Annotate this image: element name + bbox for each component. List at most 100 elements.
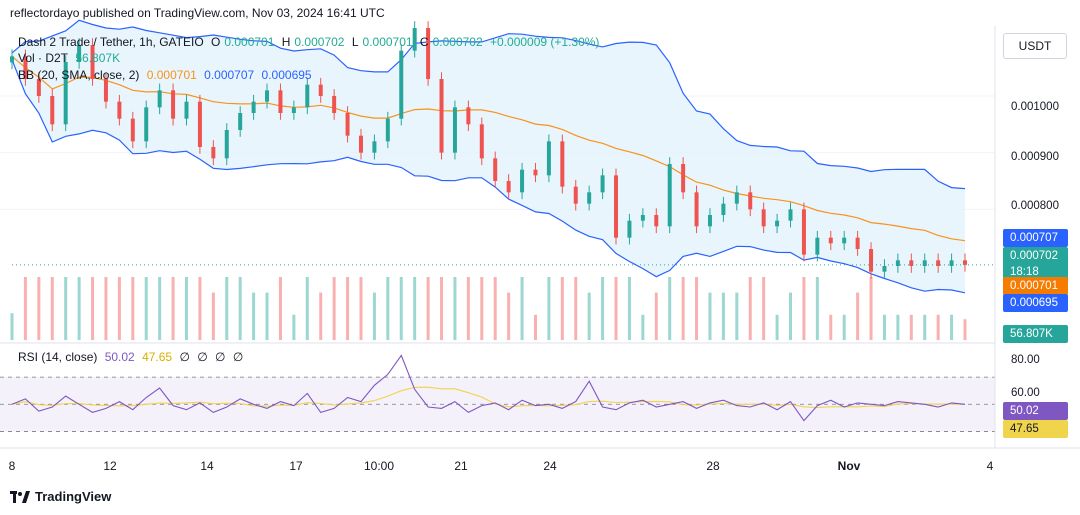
candle [533,162,538,183]
candle [36,72,41,103]
volume-bar [480,277,484,340]
volume-bar [131,277,135,340]
rsi-label[interactable]: RSI (14, close) [18,350,98,364]
bollinger-upper-line [11,19,966,190]
candle [560,134,565,194]
price-tick: 0.000900 [1011,151,1059,163]
candle [922,253,927,273]
brand-name: TradingView [35,489,112,504]
candle [520,162,525,200]
volume-bar [574,277,578,340]
candle-body [466,107,471,125]
time-tick: 10:00 [363,459,395,473]
candle-body [694,192,699,227]
candle [855,230,860,256]
candle [412,21,417,58]
candle-body [573,186,578,204]
candle-body [130,118,135,142]
volume-bar [789,292,793,340]
volume-bar [332,277,336,340]
bollinger-basis-line [11,55,966,242]
candle [332,89,337,120]
candle [694,185,699,234]
candle [130,111,135,149]
volume-bar [869,277,873,340]
candle-body [600,175,605,193]
candle [399,43,404,126]
candle [587,185,592,211]
volume-bar [909,314,913,340]
rsi-ma-tag: 47.65 [1003,420,1068,438]
close-value: 0.000702 [432,35,483,49]
volume-bar [560,277,564,340]
candle [614,168,619,245]
candle [144,100,149,149]
open-value: 0.000701 [224,35,275,49]
volume-bar [346,277,350,340]
symbol-label[interactable]: Dash 2 Trade / Tether, 1h, GATEIO [18,35,204,49]
bollinger-lower-line [11,59,966,294]
rsi-empty-1: ∅ [179,350,190,364]
candle-body [681,164,686,193]
candle-body [426,28,431,79]
candle [385,111,390,149]
volume-bar [104,277,108,340]
currency-button[interactable]: USDT [1003,33,1067,59]
volume-bar [466,277,470,340]
candle-body [452,107,457,153]
last-price-tag: 0.000702 [1003,247,1068,265]
candle-body [815,237,820,255]
candle [949,253,954,273]
volume-bar [50,277,54,340]
rsi-pane [0,354,995,432]
volume-bar [305,277,309,340]
candle-body [358,135,363,153]
volume-label[interactable]: Vol · D2T [18,51,69,65]
volume-bar [37,277,41,340]
close-label: C [419,35,429,49]
candle [667,157,672,234]
volume-bar [493,277,497,340]
time-tick: 21 [454,459,468,473]
candle [909,253,914,273]
candle-body [895,260,900,266]
candle [654,208,659,234]
candle-body [707,215,712,227]
candle-body [291,107,296,113]
time-tick: 12 [103,459,117,473]
published-line: reflectordayo published on TradingView.c… [10,6,385,20]
candle-body [23,56,28,79]
candle [10,49,14,70]
candle-body [546,141,551,176]
bb-label[interactable]: BB (20, SMA, close, 2) [18,68,140,82]
candle-body [949,260,954,266]
volume-bar [413,277,417,340]
rsi-value: 50.02 [104,350,135,364]
volume-bar [681,277,685,340]
volume-bar [198,277,202,340]
volume-bar [654,292,658,340]
candle [801,202,806,262]
volume-bar [453,277,457,340]
candle-body [801,209,806,255]
brand[interactable]: TradingView [10,489,111,504]
candle-body [278,90,283,113]
candle [775,213,780,234]
volume-bar [547,277,551,340]
candle [345,106,350,143]
volume-bar [252,292,256,340]
rsi-empty-2: ∅ [197,350,208,364]
bb-lower-value: 0.000695 [261,68,312,82]
candle-body [788,209,793,221]
candle [882,259,887,279]
candle-body [103,79,108,102]
candle [238,106,243,137]
candle [640,208,645,228]
volume-bar [641,314,645,340]
candle [627,213,632,245]
candle [358,128,363,160]
rsi-legend: RSI (14, close) 50.02 47.65 ∅ ∅ ∅ ∅ [18,350,247,364]
candle-body [332,96,337,113]
candle-body [761,209,766,227]
